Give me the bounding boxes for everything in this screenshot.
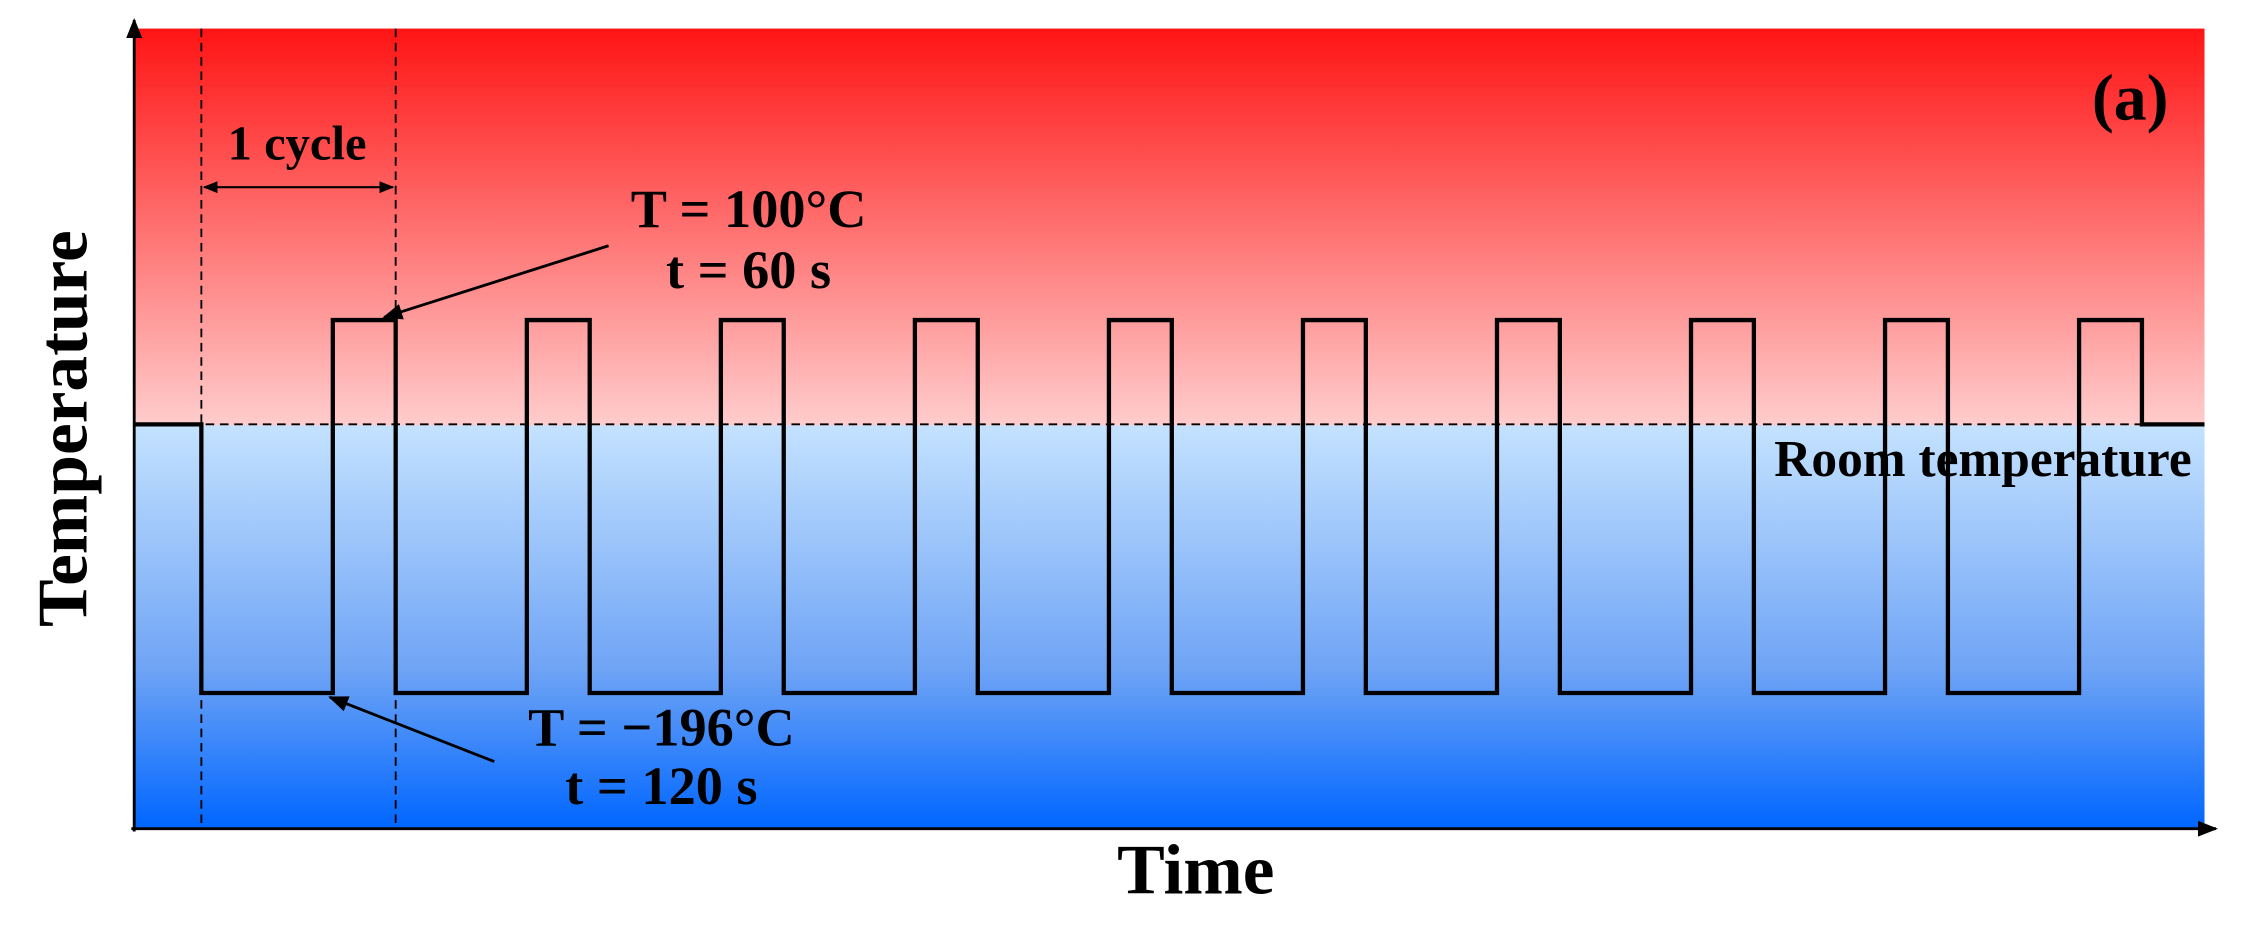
high-time: t = 60 s xyxy=(666,240,831,300)
room-label: Room temperature xyxy=(1774,431,2191,488)
high-arrow xyxy=(382,244,609,320)
low-time: t = 120 s xyxy=(565,756,757,816)
low-temperature: T = −196°C xyxy=(528,697,795,757)
temperature-profile xyxy=(134,317,2205,696)
panel-label: (a) xyxy=(2092,61,2169,134)
x-axis-label: Time xyxy=(1117,831,1274,910)
high-temperature: T = 100°C xyxy=(631,179,867,239)
y-axis-label: Temperature xyxy=(23,230,102,627)
cycle-label: 1 cycle xyxy=(228,117,367,171)
background xyxy=(134,28,2205,829)
low-arrow xyxy=(328,695,495,763)
